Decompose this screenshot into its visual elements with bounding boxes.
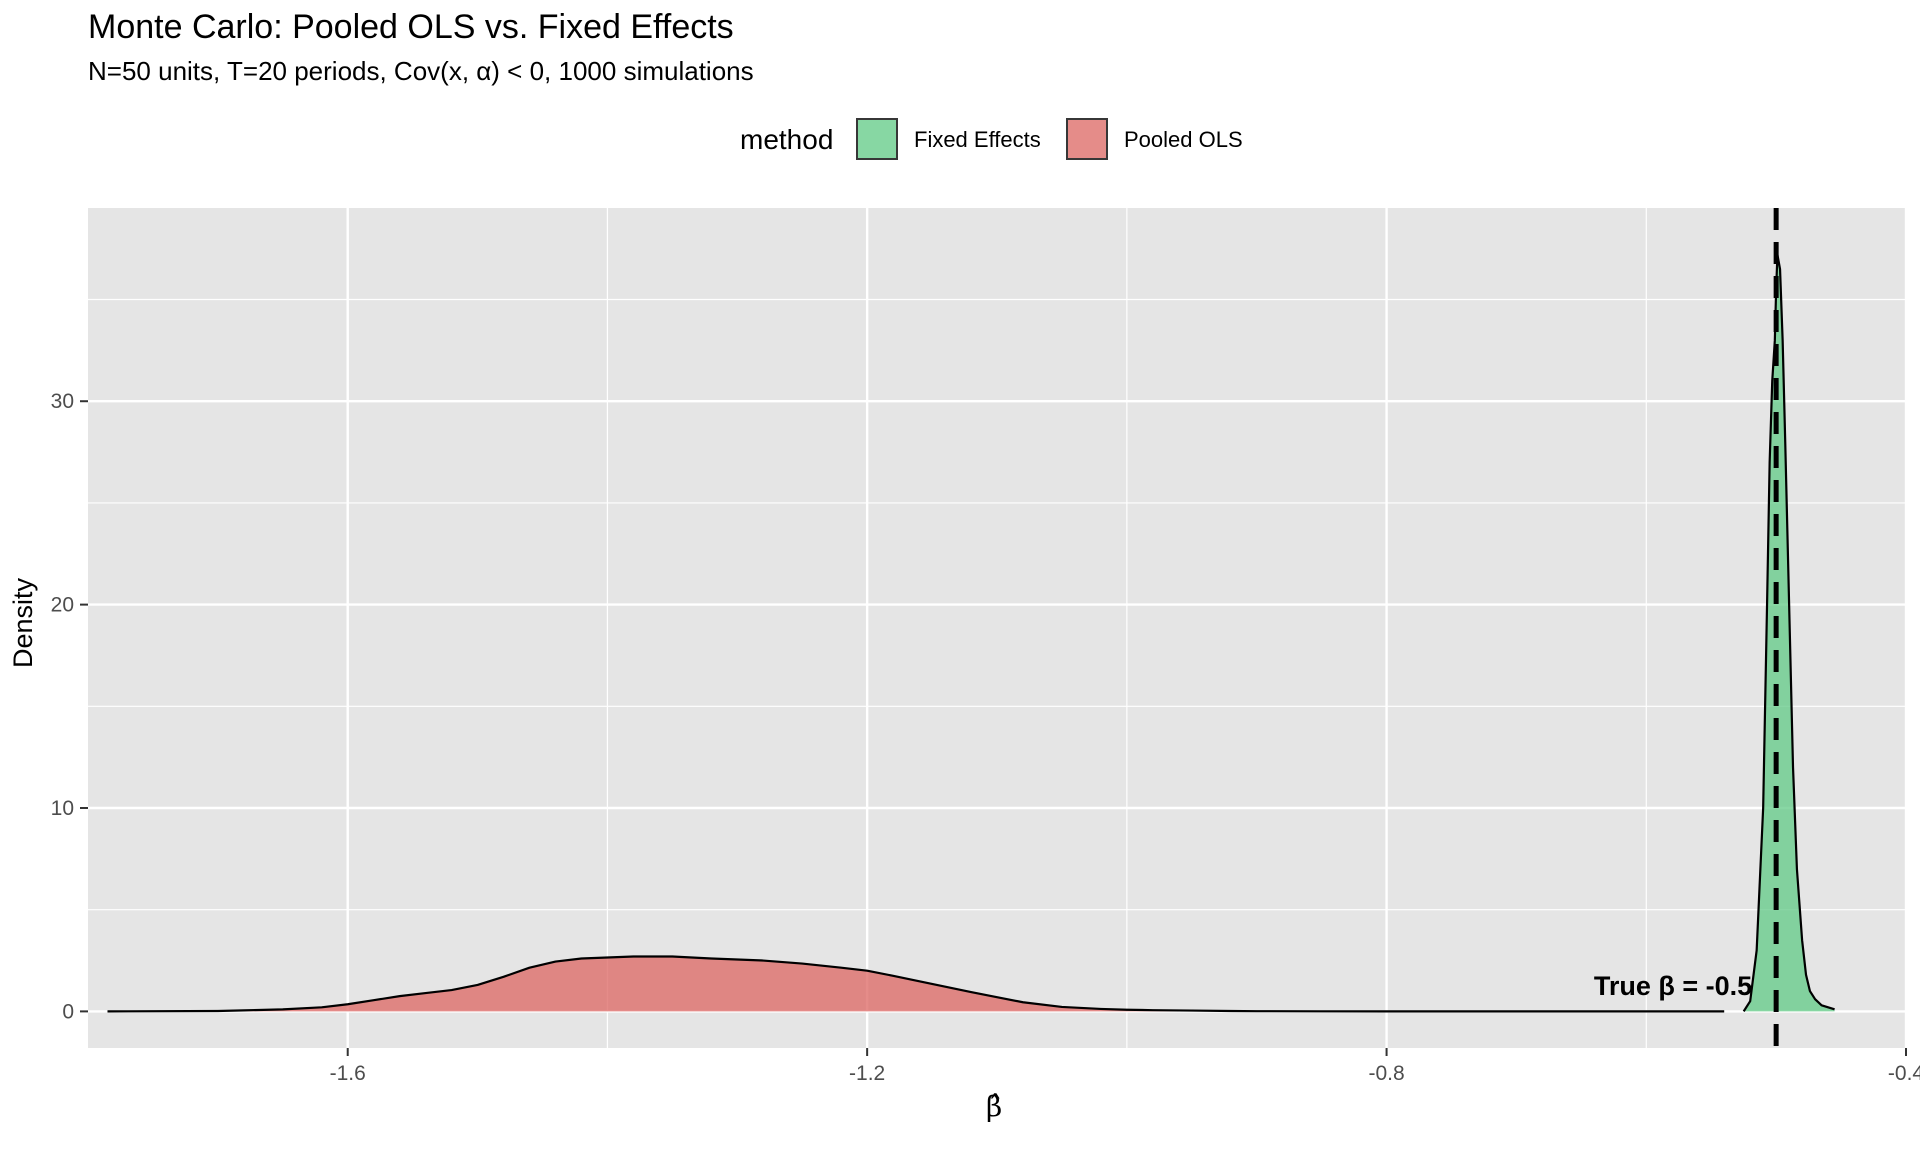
- true-beta-label: True β = -0.5: [1594, 971, 1752, 1001]
- legend: method Fixed Effects Pooled OLS: [0, 116, 1920, 164]
- axes: -1.6 -1.2 -0.8 -0.4 0 10 20 30: [51, 390, 1920, 1085]
- legend-key-pooled-ols: [1066, 118, 1108, 160]
- chart-subtitle: N=50 units, T=20 periods, Cov(x, α) < 0,…: [88, 56, 754, 86]
- y-tick-label: 10: [51, 797, 74, 820]
- minor-gridlines: [88, 208, 1906, 1048]
- plot-panel: [88, 208, 1906, 1048]
- x-axis-label: β̂: [986, 1090, 1003, 1123]
- y-tick-label: 0: [62, 1000, 74, 1023]
- legend-label-fixed-effects: Fixed Effects: [914, 127, 1041, 152]
- legend-title: method: [740, 124, 834, 155]
- x-tick-label: -0.4: [1888, 1062, 1920, 1085]
- x-tick-label: -1.2: [849, 1062, 885, 1085]
- annotations: True β = -0.5: [1594, 208, 1779, 1048]
- density-area-pooled-ols-outline: [107, 955, 1725, 1013]
- legend-key-fixed-effects: [856, 118, 898, 160]
- chart-title: Monte Carlo: Pooled OLS vs. Fixed Effect…: [88, 8, 734, 46]
- x-tick-label: -0.8: [1368, 1062, 1404, 1085]
- x-tick-label: -1.6: [330, 1062, 366, 1085]
- legend-label-pooled-ols: Pooled OLS: [1124, 127, 1243, 152]
- density-area-pooled-ols: [107, 956, 1725, 1012]
- y-tick-label: 20: [51, 594, 74, 617]
- density-series: [107, 253, 1835, 1013]
- y-tick-label: 30: [51, 390, 74, 413]
- density-area-fixed-effects-outline: [1742, 253, 1835, 1012]
